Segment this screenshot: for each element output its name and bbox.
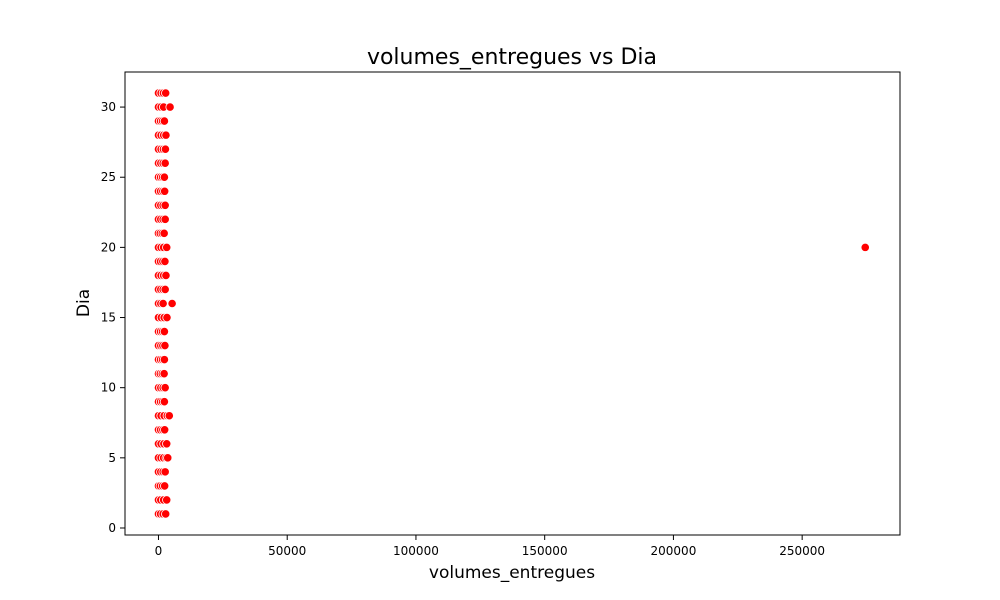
- y-tick-label: 0: [108, 521, 116, 535]
- plot-frame: [124, 71, 901, 536]
- y-tick-label: 25: [101, 170, 116, 184]
- data-point: [165, 102, 175, 112]
- data-point: [160, 186, 170, 196]
- data-point: [159, 369, 169, 379]
- data-point: [160, 256, 170, 267]
- data-point: [167, 298, 177, 309]
- data-point: [162, 495, 172, 505]
- data-point: [160, 383, 170, 393]
- data-point: [159, 228, 169, 238]
- data-point: [160, 158, 170, 168]
- data-point: [159, 397, 169, 407]
- y-tick-label: 10: [101, 381, 116, 395]
- data-point: [159, 355, 169, 365]
- y-axis-label: Dia: [74, 289, 94, 317]
- y-tick-label: 5: [108, 451, 116, 465]
- y-tick-label: 15: [101, 311, 116, 325]
- y-tick-label: 20: [101, 240, 116, 254]
- x-tick-label: 50000: [268, 544, 306, 558]
- data-point: [164, 411, 174, 421]
- data-points: [153, 88, 870, 519]
- y-tick-label: 30: [101, 100, 116, 114]
- data-point: [161, 88, 171, 98]
- data-point: [162, 439, 172, 449]
- x-tick-label: 250000: [779, 544, 825, 558]
- x-tick-label: 200000: [651, 544, 697, 558]
- data-point: [160, 425, 170, 435]
- data-point: [163, 453, 173, 463]
- data-point: [158, 298, 168, 309]
- data-point: [161, 130, 171, 140]
- data-point: [160, 340, 170, 351]
- y-axis-ticks: 0 5 10 15 20 25 30: [101, 100, 125, 535]
- x-tick-label: 0: [155, 544, 163, 558]
- data-point: [160, 284, 170, 295]
- data-point: [162, 312, 172, 323]
- data-point: [160, 481, 170, 491]
- data-point: [159, 116, 169, 126]
- x-tick-label: 150000: [522, 544, 568, 558]
- x-tick-label: 100000: [393, 544, 439, 558]
- x-axis-label: volumes_entregues: [429, 563, 595, 583]
- data-point: [160, 467, 170, 477]
- data-point: [160, 200, 170, 210]
- data-point: [161, 509, 171, 519]
- chart-title: volumes_entregues vs Dia: [367, 45, 657, 70]
- data-point: [159, 172, 169, 182]
- data-point: [160, 144, 171, 154]
- data-point: [160, 214, 170, 224]
- data-point: [161, 270, 171, 281]
- data-point: [860, 242, 870, 252]
- data-point: [162, 242, 172, 252]
- data-point: [159, 326, 169, 337]
- x-axis-ticks: 0 50000 100000 150000 200000 250000: [155, 535, 825, 558]
